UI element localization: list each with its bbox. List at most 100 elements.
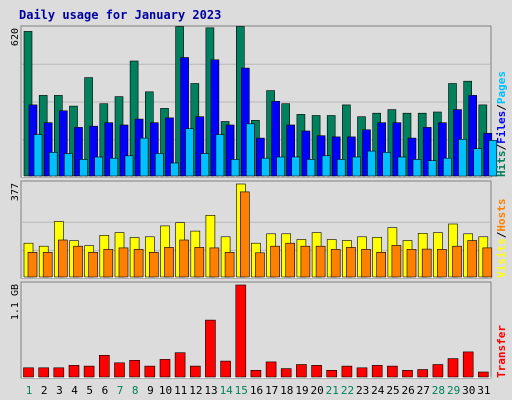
transfer-bar-transfer	[250, 369, 262, 378]
day-label: 22	[341, 384, 354, 397]
visits-hosts-bar-hosts	[209, 247, 220, 278]
transfer-bar-transfer	[296, 364, 307, 378]
hits-files-pages-bar-pages	[79, 159, 88, 177]
day-label: 24	[371, 384, 385, 397]
hits-files-pages-legend-label: Hits/Files/Pages	[495, 71, 508, 177]
hits-files-pages-bar-pages	[215, 134, 225, 177]
transfer-bar-transfer	[462, 351, 474, 378]
visits-hosts-bar-hosts	[270, 245, 280, 278]
legend-part: /	[495, 144, 508, 151]
visits-hosts-bar-hosts	[452, 245, 462, 278]
hits-files-pages-bar-pages	[291, 156, 301, 177]
transfer-legend-label: Transfer	[495, 325, 508, 378]
day-label: 10	[159, 384, 172, 397]
transfer-bar-transfer	[432, 364, 444, 378]
hits-files-pages-bar-pages	[200, 153, 210, 177]
day-label: 11	[174, 384, 187, 397]
hits-files-pages-bar-files	[43, 122, 53, 177]
legend-part: Hosts	[495, 199, 508, 232]
transfer-bar-transfer	[417, 369, 429, 378]
transfer-bar-transfer	[23, 367, 34, 378]
legend-part: /	[495, 231, 508, 238]
transfer-bar-transfer	[129, 359, 140, 378]
visits-hosts-bar-hosts	[88, 252, 98, 278]
hits-files-pages-bar-pages	[124, 155, 134, 177]
day-label: 28	[432, 384, 445, 397]
transfer-bar-transfer	[174, 352, 186, 378]
transfer-bar-transfer	[38, 367, 50, 378]
day-label: 5	[86, 384, 93, 397]
legend-part: Hits	[495, 151, 508, 178]
visits-hosts-bar-hosts	[194, 247, 205, 278]
day-label: 6	[102, 384, 109, 397]
visits-hosts-bar-hosts	[406, 249, 417, 278]
transfer-bar-transfer	[190, 365, 201, 378]
transfer-bar-transfer	[477, 371, 489, 378]
visits-hosts-bar-hosts	[73, 245, 83, 278]
day-label: 17	[265, 384, 278, 397]
hits-files-pages-bar-pages	[155, 153, 164, 177]
hits-files-pages-bar-pages	[321, 155, 331, 177]
transfer-bar-transfer	[265, 361, 277, 378]
transfer-bar-transfer	[341, 365, 353, 378]
hits-files-pages-bar-pages	[397, 156, 407, 177]
hits-files-pages-bar-pages	[139, 137, 149, 177]
visits-hosts-bar-hosts	[164, 247, 174, 278]
transfer-bar-transfer	[311, 364, 322, 378]
visits-hosts-bar-hosts	[224, 252, 235, 278]
day-label: 23	[356, 384, 369, 397]
hits-files-pages-bar-pages	[109, 157, 119, 177]
hits-files-pages-bar-pages	[261, 157, 270, 177]
visits-hosts-bar-hosts	[285, 242, 296, 278]
hits-files-pages-bar-files	[422, 127, 432, 177]
day-label: 25	[386, 384, 399, 397]
hits-files-pages-bar-files	[331, 136, 341, 177]
day-label: 4	[71, 384, 78, 397]
transfer-bar-transfer	[53, 367, 65, 378]
hits-files-pages-bar-files	[104, 122, 114, 177]
hits-files-pages-bar-pages	[336, 159, 346, 177]
legend-part: Transfer	[495, 325, 508, 378]
hits-files-pages-bar-files	[256, 137, 265, 177]
hits-files-pages-bar-files	[468, 95, 478, 177]
visits-hosts-y-tick-label: 377	[10, 183, 21, 201]
day-label: 29	[447, 384, 460, 397]
hits-files-pages-bar-pages	[352, 156, 361, 177]
visits-hosts-bar-hosts	[361, 249, 371, 278]
hits-files-pages-bar-files	[195, 116, 205, 177]
hits-files-pages-bar-pages	[306, 159, 316, 177]
hits-files-pages-bar-pages	[33, 134, 43, 177]
transfer-bar-transfer	[144, 365, 156, 378]
visits-hosts-bar-hosts	[376, 252, 387, 278]
hits-files-pages-bar-files	[119, 124, 129, 177]
legend-part: /	[495, 104, 508, 111]
transfer-frame	[20, 281, 492, 379]
hits-files-pages-bar-pages	[367, 150, 376, 177]
hits-files-pages-bar-files	[180, 57, 189, 177]
transfer-bar-transfer	[326, 369, 338, 378]
hits-files-pages-bar-pages	[488, 140, 498, 177]
hits-files-pages-bar-pages	[412, 159, 422, 177]
visits-hosts-bar-hosts	[118, 247, 129, 278]
day-label: 31	[477, 384, 490, 397]
hits-files-pages-bar-pages	[170, 162, 179, 177]
transfer-bar-transfer	[83, 365, 95, 378]
transfer-bar-transfer	[159, 359, 171, 378]
hits-files-pages-bar-files	[286, 124, 296, 177]
hits-files-pages-bar-pages	[48, 152, 58, 177]
visits-hosts-bar-hosts	[133, 249, 144, 278]
day-label: 9	[147, 384, 154, 397]
visits-hosts-bar-hosts	[421, 248, 432, 278]
transfer-bar-transfer	[280, 368, 292, 378]
transfer-bar-transfer	[114, 362, 125, 378]
visits-hosts-bar-hosts	[315, 245, 326, 278]
day-label: 26	[401, 384, 414, 397]
hits-files-pages-bar-hits	[23, 31, 33, 177]
transfer-bar-transfer	[447, 358, 459, 378]
transfer-bar-transfer	[356, 367, 368, 378]
transfer-y-tick-label: 1.1 GB	[10, 284, 21, 320]
hits-files-pages-bar-pages	[458, 139, 467, 177]
day-label: 2	[41, 384, 48, 397]
hits-files-pages-bar-pages	[276, 156, 285, 177]
hits-files-pages-bar-pages	[246, 123, 255, 177]
